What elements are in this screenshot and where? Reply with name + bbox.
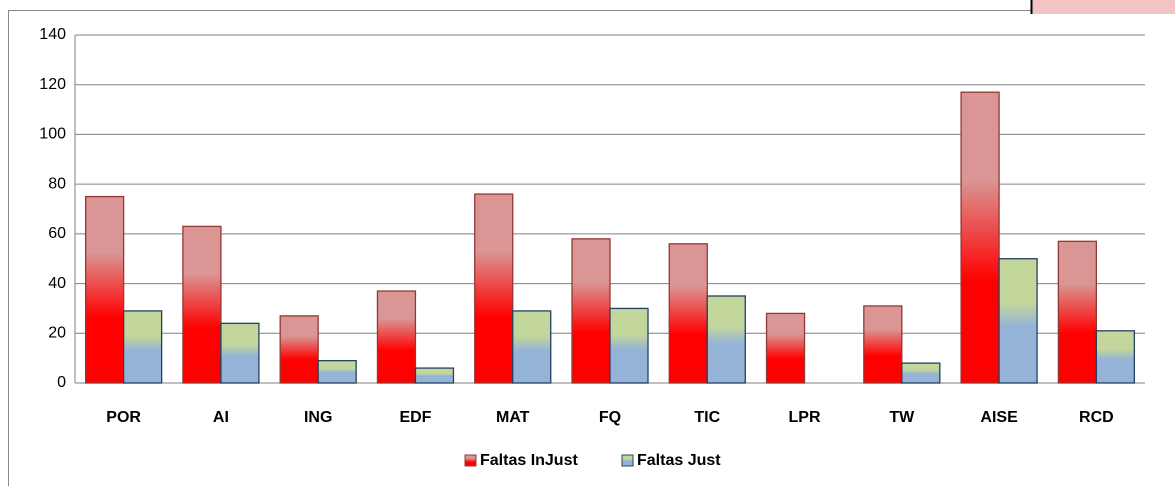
- y-tick-label: 100: [39, 126, 66, 143]
- y-tick-label: 140: [39, 26, 66, 43]
- x-tick-label: EDF: [399, 409, 431, 426]
- bar: [668, 243, 708, 384]
- bar: [571, 238, 611, 384]
- chart-frame: [8, 10, 1175, 486]
- x-tick-label: POR: [106, 409, 141, 426]
- legend-label: Faltas InJust: [480, 452, 578, 469]
- y-tick-label: 60: [48, 225, 66, 242]
- corner-box: [1031, 0, 1175, 14]
- legend-swatch: [621, 454, 634, 467]
- bar: [706, 295, 746, 384]
- y-tick-label: 20: [48, 325, 66, 342]
- y-tick-label: 40: [48, 275, 66, 292]
- bar: [998, 258, 1038, 384]
- legend-swatch: [464, 454, 477, 467]
- bar: [609, 307, 649, 384]
- bar: [182, 225, 222, 384]
- bar: [376, 290, 417, 384]
- bar: [960, 91, 1000, 384]
- y-tick-label: 80: [48, 175, 66, 192]
- bar: [1095, 330, 1136, 384]
- y-tick-label: 0: [57, 374, 66, 391]
- x-tick-label: FQ: [599, 409, 621, 426]
- x-tick-label: AI: [213, 409, 229, 426]
- bar: [317, 359, 357, 384]
- x-tick-label: AISE: [980, 409, 1018, 426]
- bar: [765, 312, 806, 384]
- bar: [220, 322, 260, 384]
- x-tick-label: TIC: [694, 409, 720, 426]
- bar: [863, 305, 903, 384]
- bar: [279, 315, 319, 384]
- bar: [84, 195, 125, 384]
- y-tick-label: 120: [39, 76, 66, 93]
- bar: [512, 310, 552, 384]
- x-tick-label: LPR: [789, 409, 821, 426]
- x-tick-label: MAT: [496, 409, 530, 426]
- bar: [414, 367, 455, 384]
- bar: [474, 193, 514, 384]
- x-tick-label: ING: [304, 409, 332, 426]
- bar: [901, 362, 941, 384]
- bar: [1057, 240, 1098, 384]
- x-tick-label: TW: [889, 409, 915, 426]
- x-tick-label: RCD: [1079, 409, 1114, 426]
- legend-label: Faltas Just: [637, 452, 721, 469]
- bar: [122, 310, 163, 384]
